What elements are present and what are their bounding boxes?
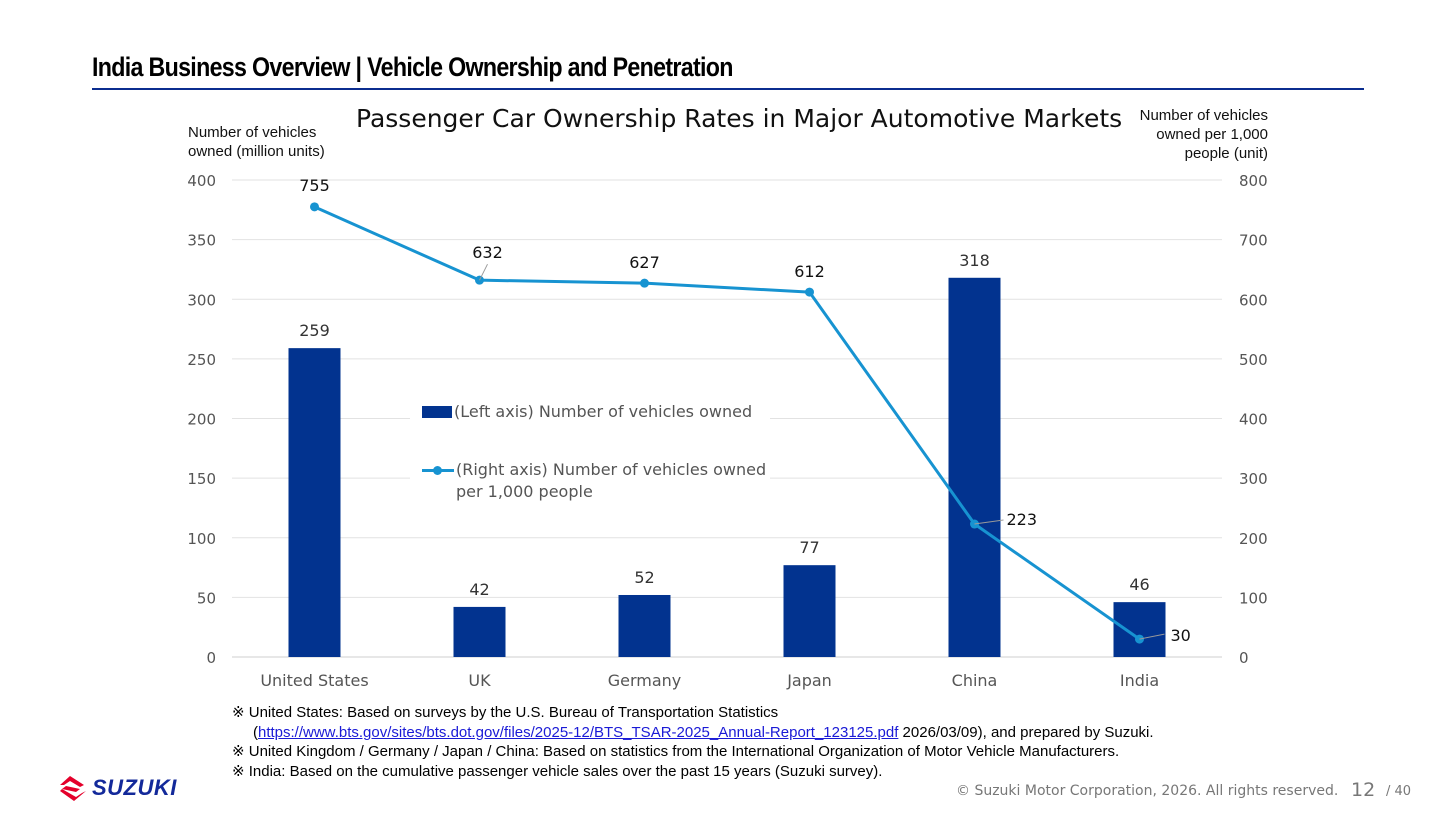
left-axis-label-line: Number of vehicles: [188, 124, 317, 141]
left-axis-tick: 350: [187, 232, 216, 250]
legend-item-bar: (Left axis) Number of vehicles owned: [422, 401, 752, 423]
bar: [618, 594, 671, 657]
series-line: [313, 205, 1141, 641]
page-total: / 40: [1386, 784, 1412, 799]
note-paren: (: [253, 723, 258, 741]
bar-data-label: 259: [299, 321, 330, 340]
note-india: ※ India: Based on the cumulative passeng…: [232, 762, 883, 780]
x-axis-tick: China: [952, 671, 998, 690]
line-point: [805, 287, 814, 297]
line-data-label: 755: [299, 176, 330, 195]
note-oica: ※ United Kingdom / Germany / Japan / Chi…: [232, 743, 1120, 760]
note-us-date: 2026/03/09), and prepared by Suzuki.: [898, 723, 1154, 741]
left-axis-tick: 100: [187, 530, 216, 548]
x-axis-tick: India: [1120, 671, 1159, 690]
suzuki-s-icon: [60, 776, 86, 801]
right-axis-tick: 500: [1239, 351, 1268, 369]
chart-title: Passenger Car Ownership Rates in Major A…: [356, 104, 1123, 133]
line-data-label: 612: [794, 262, 825, 281]
right-axis-tick: 800: [1239, 172, 1268, 190]
bar: [288, 348, 341, 657]
bar: [783, 565, 836, 657]
bar-data-label: 77: [799, 538, 819, 557]
left-axis-tick: 0: [206, 649, 216, 667]
left-axis-tick: 400: [187, 172, 216, 190]
title-divider: [92, 88, 1364, 90]
right-axis-tick: 400: [1239, 411, 1268, 429]
legend-bar-swatch: [422, 406, 452, 418]
left-axis-tick: 150: [187, 470, 216, 488]
right-axis-tick: 100: [1239, 589, 1268, 607]
line-data-label: 632: [472, 243, 503, 262]
bar: [1113, 602, 1166, 657]
note-us-source: (https://www.bts.gov/sites/bts.dot.gov/f…: [232, 723, 1154, 743]
leader-line: [974, 519, 1004, 525]
right-axis-tick: 0: [1239, 649, 1249, 667]
x-axis-tick: Japan: [786, 671, 832, 690]
bar-data-label: 318: [959, 251, 990, 270]
right-axis-tick: 200: [1239, 530, 1268, 548]
left-axis-tick: 200: [187, 411, 216, 429]
source-notes: ※ United States: Based on surveys by the…: [232, 703, 1154, 781]
right-axis-label-line: people (unit): [1184, 145, 1268, 162]
legend-line-label-line: (Right axis) Number of vehicles owned: [456, 460, 767, 479]
line-point: [310, 202, 319, 212]
leader-line: [479, 263, 488, 281]
legend-item-line: (Right axis) Number of vehicles owned pe…: [422, 459, 766, 503]
right-axis-tick: 300: [1239, 470, 1268, 488]
line-data-label: 627: [629, 253, 660, 272]
right-axis-label: Number of vehicles owned per 1,000 peopl…: [1140, 106, 1268, 163]
line-point: [640, 278, 649, 288]
bar-data-label: 46: [1129, 575, 1149, 594]
bts-report-link[interactable]: https://www.bts.gov/sites/bts.dot.gov/fi…: [258, 723, 899, 741]
x-axis-tick: Germany: [608, 671, 682, 690]
copyright: © Suzuki Motor Corporation, 2026. All ri…: [956, 783, 1339, 799]
bar: [453, 606, 506, 657]
right-axis-tick: 600: [1239, 291, 1268, 309]
legend-line-label-line: per 1,000 people: [456, 482, 593, 501]
right-axis-label-line: owned per 1,000: [1156, 126, 1268, 143]
suzuki-logo: SUZUKI: [58, 774, 177, 802]
left-axis-label-line: owned (million units): [188, 143, 325, 160]
left-axis-tick: 300: [187, 291, 216, 309]
legend-line-swatch: [422, 459, 454, 481]
page-title: India Business Overview | Vehicle Owners…: [92, 52, 733, 82]
right-axis-label-line: Number of vehicles: [1139, 107, 1268, 124]
x-axis-tick: UK: [468, 671, 491, 690]
leader-line: [1139, 633, 1165, 640]
bar-data-label: 52: [634, 568, 654, 587]
brand-wordmark: SUZUKI: [92, 775, 177, 800]
left-axis-tick: 50: [197, 589, 216, 607]
bar-data-label: 42: [469, 580, 489, 599]
left-axis-label: Number of vehicles owned (million units): [188, 123, 325, 161]
ownership-chart: 0 50 100 150 200 250 300 350 400 0 100 200 300 400 500…: [187, 172, 1268, 690]
left-axis-tick: 250: [187, 351, 216, 369]
legend-bar-label: (Left axis) Number of vehicles owned: [454, 402, 753, 421]
line-data-label: 223: [1007, 510, 1038, 529]
x-axis-tick: United States: [260, 671, 368, 690]
legend-line-label: (Right axis) Number of vehicles owned pe…: [456, 459, 766, 503]
line-data-label: 30: [1171, 626, 1191, 645]
chart-legend: (Left axis) Number of vehicles owned (Ri…: [410, 394, 770, 514]
page-number: 12: [1351, 779, 1376, 801]
right-axis-tick: 700: [1239, 232, 1268, 250]
note-us: ※ United States: Based on surveys by the…: [232, 704, 779, 721]
bar: [948, 277, 1001, 657]
